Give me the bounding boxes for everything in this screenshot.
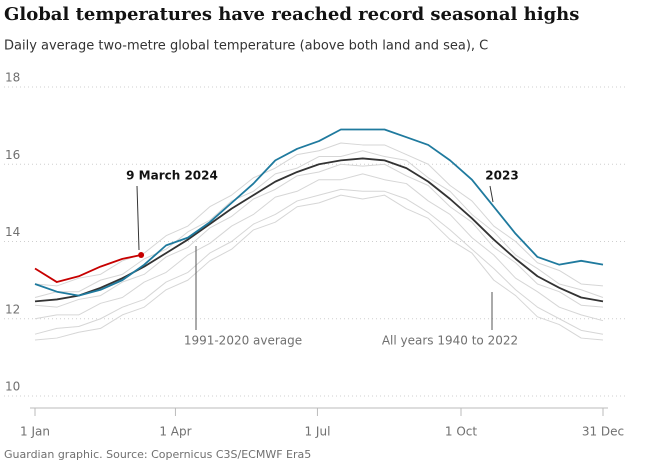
- series-line: [34, 128, 604, 297]
- y-tick-label: 16: [5, 148, 20, 162]
- annotation: 9 March 2024: [126, 169, 218, 183]
- end-point: [138, 252, 145, 259]
- source: Guardian graphic. Source: Copernicus C3S…: [4, 448, 311, 461]
- series-line: [34, 194, 604, 341]
- x-tick-label: 31 Dec: [582, 425, 624, 439]
- chart-subtitle: Daily average two-metre global temperatu…: [4, 39, 488, 54]
- annotation: 1991-2020 average: [184, 334, 302, 348]
- leader-line: [136, 185, 140, 251]
- y-tick-label: 18: [5, 71, 20, 85]
- x-tick-label: 1 Oct: [445, 425, 477, 439]
- series-line: [34, 163, 604, 308]
- series-line: [34, 173, 604, 322]
- y-tick-label: 10: [5, 380, 20, 394]
- y-tick-label: 12: [5, 302, 20, 316]
- x-tick-label: 1 Jul: [304, 425, 330, 439]
- series-line: [34, 150, 604, 298]
- annotation: All years 1940 to 2022: [382, 334, 518, 348]
- series-line: [34, 254, 142, 283]
- plot: 10 12 14 16 18 1 Jan 1 Apr 1 Jul 1 Oct 31 Dec: [4, 71, 628, 439]
- y-tick-label: 14: [5, 225, 20, 239]
- chart-title: Global temperatures have reached record …: [4, 4, 579, 25]
- x-tick-label: 1 Jan: [20, 425, 50, 439]
- x-tick-label: 1 Apr: [159, 425, 191, 439]
- annotation: 2023: [485, 169, 518, 183]
- leader-line: [489, 185, 494, 203]
- series-line: [34, 188, 604, 335]
